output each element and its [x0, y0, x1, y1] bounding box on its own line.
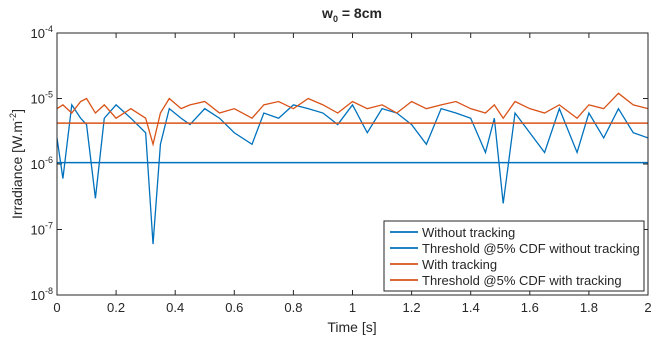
y-tick-base: 10 — [31, 92, 45, 107]
legend-label: Threshold @5% CDF without tracking — [422, 241, 640, 256]
y-tick-exponent: -6 — [45, 155, 53, 165]
y-tick-label: 10-8 — [31, 286, 53, 303]
y-tick-label: 10-4 — [31, 24, 53, 41]
legend-label: Without tracking — [422, 225, 515, 240]
y-tick-base: 10 — [31, 223, 45, 238]
x-tick-label: 0 — [53, 300, 60, 315]
x-tick-label: 0.8 — [284, 300, 302, 315]
y-tick-exponent: -8 — [45, 286, 53, 296]
x-axis-label: Time [s] — [327, 319, 376, 335]
y-tick-base: 10 — [31, 157, 45, 172]
y-tick-label: 10-5 — [31, 90, 53, 107]
data-line — [57, 103, 648, 245]
x-tick-label: 0.6 — [225, 300, 243, 315]
y-tick-label: 10-6 — [31, 155, 53, 172]
legend-box — [383, 220, 645, 292]
x-tick-label: 2 — [644, 300, 651, 315]
x-tick-label: 1.6 — [521, 300, 539, 315]
x-tick-label: 1.4 — [462, 300, 480, 315]
y-axis-label: Irradiance [W.m-2] — [8, 109, 25, 219]
y-tick-exponent: -5 — [45, 90, 53, 100]
y-tick-exponent: -4 — [45, 24, 53, 34]
y-tick-base: 10 — [31, 288, 45, 303]
x-tick-label: 0.4 — [166, 300, 184, 315]
data-line — [57, 92, 648, 147]
legend-label: Threshold @5% CDF with tracking — [422, 273, 622, 288]
y-tick-exponent: -7 — [45, 221, 53, 231]
x-tick-label: 1 — [349, 300, 356, 315]
axes-box — [56, 32, 649, 296]
y-tick-label: 10-7 — [31, 221, 53, 238]
x-tick-label: 1.2 — [403, 300, 421, 315]
x-tick-label: 1.8 — [580, 300, 598, 315]
chart-title: w0 = 8cm — [321, 5, 382, 24]
legend-label: With tracking — [422, 257, 497, 272]
x-tick-label: 0.2 — [107, 300, 125, 315]
y-tick-base: 10 — [31, 26, 45, 41]
